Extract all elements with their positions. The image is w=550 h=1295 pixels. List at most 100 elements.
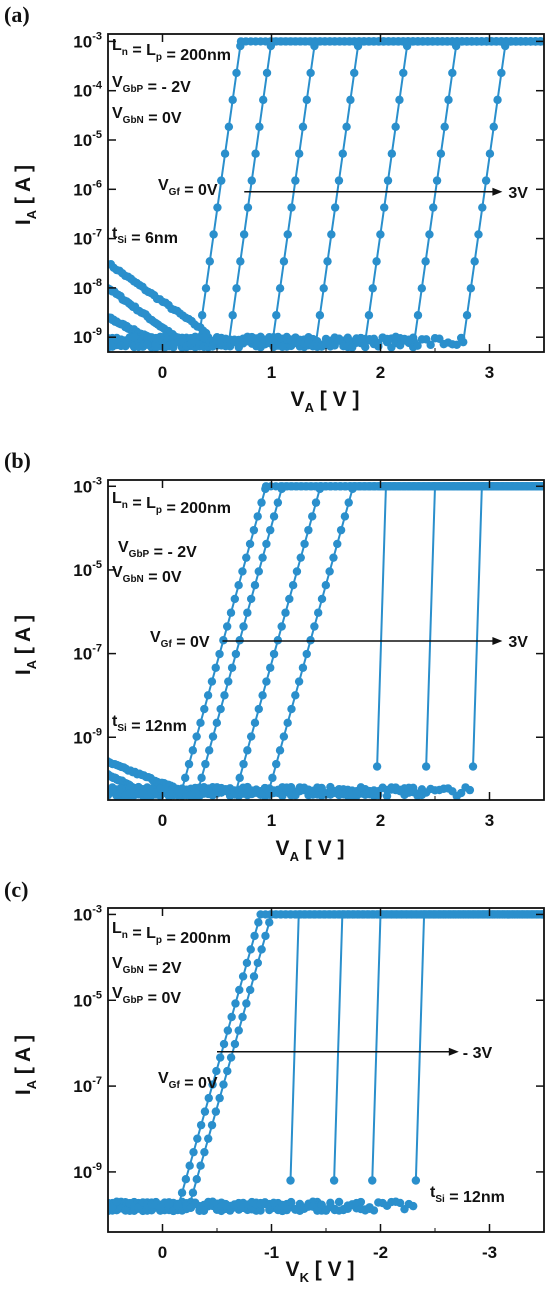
data-point xyxy=(315,311,325,320)
series-line xyxy=(376,486,387,767)
sweep-arrow-head xyxy=(492,187,503,196)
data-point xyxy=(421,257,430,266)
data-point xyxy=(207,677,217,686)
series-line xyxy=(414,914,426,1181)
data-point xyxy=(212,718,222,728)
x-tick-label: -2 xyxy=(373,1243,388,1262)
data-point xyxy=(216,704,225,714)
data-point xyxy=(468,762,478,771)
data-point xyxy=(275,284,285,293)
data-point xyxy=(220,691,229,700)
data-point xyxy=(459,337,468,347)
panel-a: (a) 0 1 2 3 10-3 10-4 10-5 10-6 10-7 10-8 10-9 VA [ … xyxy=(4,2,545,415)
data-point xyxy=(481,176,491,185)
data-point xyxy=(334,176,344,185)
data-point xyxy=(209,230,218,239)
annotation-vgf: VGf = 0V xyxy=(158,1070,218,1092)
data-point xyxy=(245,985,255,995)
data-point xyxy=(246,945,255,954)
data-point xyxy=(391,122,400,131)
x-tick-label: 0 xyxy=(158,811,167,830)
series-5 xyxy=(108,910,544,1216)
data-point xyxy=(164,1199,174,1209)
data-point xyxy=(262,539,271,549)
data-point xyxy=(200,1147,209,1157)
data-point xyxy=(219,1080,228,1089)
data-point xyxy=(249,525,259,535)
data-point xyxy=(236,257,245,266)
y-tick-label: 10-6 xyxy=(73,178,102,199)
annotation-length: Ln = Lp = 200nm xyxy=(112,490,231,517)
data-point xyxy=(304,525,313,535)
y-tick-label: 10-5 xyxy=(73,559,102,580)
data-point xyxy=(181,1175,191,1184)
data-point xyxy=(376,230,385,239)
y-tick-label: 10-5 xyxy=(73,129,102,150)
data-point xyxy=(306,636,315,645)
data-point xyxy=(266,525,275,535)
data-point xyxy=(364,311,374,320)
x-tick-label: 0 xyxy=(158,363,167,382)
data-point xyxy=(269,1198,278,1208)
y-tick-label: 10-9 xyxy=(73,726,102,747)
data-point xyxy=(313,608,323,617)
data-point xyxy=(197,311,207,320)
data-point xyxy=(272,311,281,320)
data-point xyxy=(319,284,328,293)
data-point xyxy=(249,972,259,981)
data-point xyxy=(199,333,209,343)
data-point xyxy=(250,931,259,941)
data-point xyxy=(245,539,255,549)
data-point xyxy=(217,176,226,185)
data-point xyxy=(302,649,311,659)
annotation-vgf: VGf = 0V xyxy=(150,629,210,651)
data-point xyxy=(413,341,422,350)
data-point xyxy=(250,581,260,590)
data-point xyxy=(327,230,336,239)
data-point xyxy=(382,791,392,800)
series-line xyxy=(472,486,483,767)
data-point xyxy=(340,512,350,521)
x-tick-label: 1 xyxy=(267,363,276,382)
data-point xyxy=(250,718,260,728)
data-point xyxy=(413,311,423,320)
data-point xyxy=(380,203,389,212)
annotation-vgf: VGf = 0V xyxy=(158,177,218,199)
data-point xyxy=(208,790,217,799)
data-point xyxy=(205,257,215,266)
data-point xyxy=(227,1012,236,1022)
data-point xyxy=(188,1188,198,1197)
data-point xyxy=(269,334,278,344)
data-point xyxy=(409,1201,418,1211)
data-point xyxy=(325,567,334,576)
data-point xyxy=(273,636,283,645)
series-2 xyxy=(108,910,544,1215)
data-point xyxy=(239,759,248,769)
y-tick-label: 10-5 xyxy=(73,989,102,1010)
data-point xyxy=(387,149,397,158)
series-line xyxy=(289,914,300,1181)
data-point xyxy=(395,1198,405,1208)
data-point xyxy=(181,773,190,783)
data-point xyxy=(302,95,312,105)
data-point xyxy=(474,230,483,239)
data-point xyxy=(208,732,218,741)
x-axis-label: VK [ V ] xyxy=(286,1258,355,1285)
annotation-vgbp: VGbP = - 2V xyxy=(118,539,197,561)
annotation-length: Ln = Lp = 200nm xyxy=(112,37,231,64)
plot-frame xyxy=(107,907,545,1233)
data-point xyxy=(143,340,152,349)
data-point xyxy=(286,1176,295,1185)
annotation-tsi: tSi = 6nm xyxy=(112,225,178,247)
data-point xyxy=(291,791,300,800)
series-6 xyxy=(108,910,544,1216)
data-point xyxy=(129,333,139,342)
data-point xyxy=(197,773,206,783)
data-point xyxy=(361,342,370,352)
data-point xyxy=(329,1176,339,1185)
annotation-vgbn: VGbN = 0V xyxy=(112,105,182,127)
data-point xyxy=(426,340,435,350)
data-point xyxy=(352,1198,361,1208)
data-point xyxy=(235,985,244,995)
data-point xyxy=(269,649,279,659)
